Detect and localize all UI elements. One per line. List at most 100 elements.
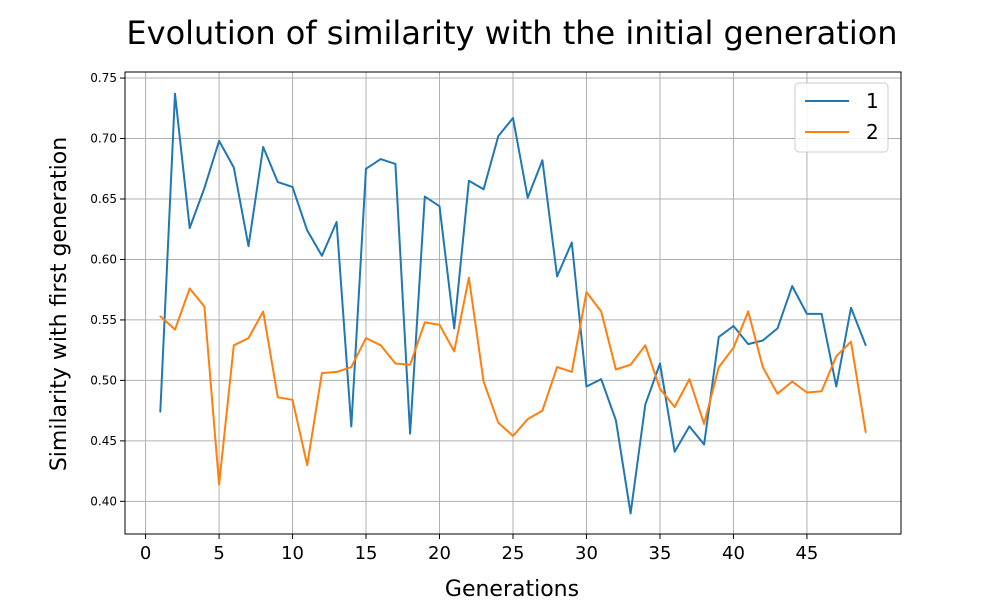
data-point [600,378,602,380]
data-point [747,343,749,345]
data-point [864,431,867,434]
data-point [335,371,338,373]
data-point [570,241,573,244]
data-point [277,396,279,399]
data-point [512,435,514,437]
legend-label: 1 [866,89,879,113]
data-point [291,186,294,188]
data-point [791,285,794,287]
data-point [570,371,573,373]
data-point [644,344,647,347]
data-point [850,340,852,343]
data-point [541,409,544,412]
data-point [424,321,426,324]
data-point [512,117,514,119]
data-point [379,344,382,347]
y-tick-label: 0.75 [90,71,117,85]
x-tick-label: 10 [281,543,304,564]
data-point [585,385,588,388]
data-point [526,418,529,420]
data-point [703,443,705,446]
data-point [159,411,162,413]
data-point [659,388,661,390]
data-point [350,366,353,368]
data-point [526,196,529,199]
data-point [262,310,264,313]
x-tick-label: 0 [140,543,151,564]
data-point [438,205,441,208]
data-point [615,419,617,422]
series-2 [159,276,867,486]
x-tick-label: 5 [213,543,224,564]
data-point [864,344,867,347]
y-tick-label: 0.45 [90,434,117,448]
data-point [703,423,705,425]
grid-lines [125,72,901,534]
data-point [600,310,602,313]
chart-title: Evolution of similarity with the initial… [126,14,897,52]
data-point [688,425,691,428]
data-point [659,362,661,365]
data-point [218,483,220,486]
data-point [468,180,470,182]
x-tick-label: 15 [355,543,378,564]
y-tick-label: 0.50 [90,373,117,387]
y-tick-label: 0.65 [90,192,117,206]
data-point [615,368,617,371]
data-point [806,313,808,315]
data-point [174,328,176,331]
data-point [394,163,397,165]
data-point [424,195,426,198]
y-tick-label: 0.40 [90,494,117,508]
x-tick-label: 35 [649,543,672,564]
data-point [247,245,250,247]
data-point [306,229,309,232]
x-tick-label: 40 [722,543,745,564]
data-point [585,291,588,293]
data-point [482,380,485,383]
data-point [482,188,485,191]
data-point [820,313,823,315]
data-point [688,378,691,380]
data-point [438,323,441,326]
data-point [188,287,191,290]
data-point [306,464,309,466]
data-point [673,406,676,408]
data-point [262,146,264,148]
y-tick-label: 0.60 [90,252,117,266]
data-point [762,366,764,368]
x-axis: 0 5 10 15 20 25 30 35 40 45 [140,534,818,564]
data-point [556,275,558,278]
data-point [453,350,456,353]
x-tick-label: 25 [502,543,525,564]
data-point [453,327,456,330]
data-point [806,391,808,394]
data-point [335,221,338,223]
x-tick-label: 45 [795,543,818,564]
data-point [203,187,206,189]
data-point [497,135,500,137]
data-point [673,450,676,453]
data-point [218,140,220,142]
data-point [394,362,397,365]
data-point [409,363,411,366]
data-point [468,276,470,279]
data-point [291,398,294,401]
data-point [850,307,852,309]
data-point [203,305,206,308]
data-point [365,337,367,339]
data-point [321,372,323,374]
data-point [629,363,632,366]
data-point [232,344,235,347]
data-point [835,355,838,358]
y-tick-label: 0.70 [90,132,117,146]
data-point [732,325,735,327]
data-point [409,432,411,435]
series-1 [159,92,867,515]
data-point [232,166,235,169]
data-point [717,336,720,338]
data-point [277,181,279,183]
data-point [776,327,779,330]
data-point [379,158,382,160]
